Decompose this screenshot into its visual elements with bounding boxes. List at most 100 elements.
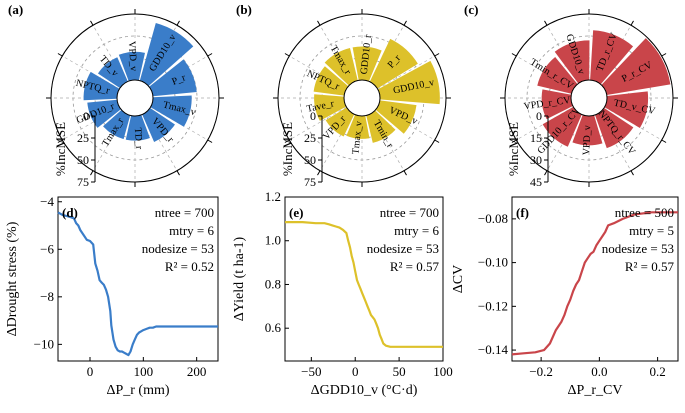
outer-tick (630, 170, 634, 176)
radial-tick-label: 25 (77, 131, 89, 145)
x-tick-label: 200 (187, 364, 207, 379)
model-stat: nodesize = 53 (602, 241, 674, 256)
panel-label: (c) (464, 2, 478, 17)
model-stat: R² = 0.57 (390, 259, 440, 274)
y-tick-label: −0.14 (478, 342, 509, 357)
y-tick-label: −6 (40, 241, 54, 256)
grid-spoke (370, 113, 405, 171)
rose-variable-label: P_r (170, 72, 188, 88)
grid-spoke (92, 113, 127, 171)
y-axis-title: ΔYield (t ha-1) (232, 236, 247, 321)
rose-bar (352, 46, 382, 82)
rose-bar (150, 95, 192, 127)
radial-tick-label: 25 (304, 131, 316, 145)
x-tick-label: 0.0 (591, 364, 607, 379)
radial-tick-label: 75 (77, 175, 89, 189)
panel-label: (f) (516, 205, 529, 220)
grid-spoke (377, 55, 435, 90)
rose-bar (313, 66, 349, 96)
rose-bar (572, 114, 603, 146)
x-tick-label: 100 (134, 364, 154, 379)
y-axis-title: ΔCV (451, 265, 466, 293)
x-tick-label: 100 (433, 364, 453, 379)
y-tick-label: 0.8 (265, 276, 281, 291)
rose-bar (604, 91, 649, 128)
grid-spoke (92, 25, 127, 83)
radial-tick-label: 0 (536, 109, 542, 123)
outer-tick (434, 139, 440, 143)
rose-variable-label: VPD_v (581, 125, 593, 155)
rose-bar (366, 110, 396, 143)
rose-bar (590, 30, 634, 85)
plot-frame (284, 196, 444, 362)
panel-label: (b) (236, 2, 252, 17)
model-stat: R² = 0.52 (165, 259, 214, 274)
polar-chart-b: P_rGDD10_vVPD_vTmin_rTmax_vVPD_rTave_rNP… (236, 2, 451, 189)
rose-bar (601, 38, 671, 96)
model-stat: R² = 0.57 (625, 259, 675, 274)
y-tick-label: −10 (34, 336, 54, 351)
x-axis-title: ΔGDD10_v (°C·d) (311, 383, 418, 398)
rose-bar (554, 40, 590, 84)
radial-axis-title: %IncMSE (506, 122, 521, 176)
rose-bar (118, 51, 145, 82)
y-tick-label: −0.12 (478, 298, 508, 313)
radial-axis-title: %IncMSE (53, 122, 68, 176)
rose-bar (125, 114, 150, 141)
rose-bar (537, 56, 578, 94)
grid-spoke (516, 55, 574, 90)
rose-bar (542, 106, 582, 147)
polar-chart-a: GDD10_vP_rTmax_vVPD_rTD_rTmax_rGDD10_rNP… (8, 2, 224, 189)
rose-variable-label: GDD10_r (359, 33, 374, 75)
x-tick-label: 0.2 (649, 364, 665, 379)
rose-bar (103, 109, 131, 140)
y-tick-label: 1.2 (265, 189, 281, 204)
model-stat: nodesize = 53 (142, 241, 214, 256)
outer-tick (284, 139, 290, 143)
line-chart-d: 0 100 200 −10 −8 −6 −4 ΔP_r (mm) ΔDrought stress… (5, 194, 219, 398)
grid-spoke (289, 106, 347, 141)
outer-tick (434, 53, 440, 57)
outer-ring (504, 13, 674, 183)
model-stat: ntree = 500 (615, 205, 674, 220)
rose-bar (325, 107, 355, 137)
rose-bar (375, 100, 417, 134)
outer-tick (176, 170, 180, 176)
outer-ring (277, 13, 447, 183)
radial-tick-label: 50 (77, 153, 89, 167)
rose-variable-label: VPD_v (126, 41, 139, 72)
outer-tick (207, 139, 213, 143)
model-stat: mtry = 6 (169, 223, 214, 238)
rose-bar (346, 114, 370, 139)
x-tick-label: 0 (87, 364, 94, 379)
outer-tick (511, 139, 517, 143)
rose-bar (369, 38, 418, 89)
panel-label: (a) (8, 2, 23, 17)
x-tick-label: −0.2 (529, 364, 553, 379)
outer-tick (176, 20, 180, 26)
model-stat: nodesize = 53 (367, 241, 439, 256)
radial-tick-label: 75 (304, 175, 316, 189)
outer-tick (207, 53, 213, 57)
inner-ring (116, 79, 154, 117)
outer-ring (50, 13, 220, 183)
outer-tick (511, 53, 517, 57)
rose-bar (87, 99, 121, 128)
rose-bar (97, 57, 128, 89)
y-tick-label: −0.08 (478, 211, 508, 226)
grid-spoke (516, 106, 574, 141)
y-tick-label: 0.6 (265, 320, 282, 335)
outer-tick (544, 20, 548, 26)
rose-bar (149, 59, 197, 97)
rose-bar (377, 60, 440, 105)
grid-spoke (62, 106, 120, 141)
grid-spoke (604, 106, 662, 141)
panel-label: (e) (289, 205, 303, 220)
grid-spoke (289, 55, 347, 90)
rose-bar (139, 22, 194, 87)
radial-tick-label: 45 (530, 175, 542, 189)
model-stat: ntree = 700 (380, 205, 439, 220)
radial-tick-label: 30 (530, 153, 542, 167)
rose-bar (142, 107, 175, 142)
